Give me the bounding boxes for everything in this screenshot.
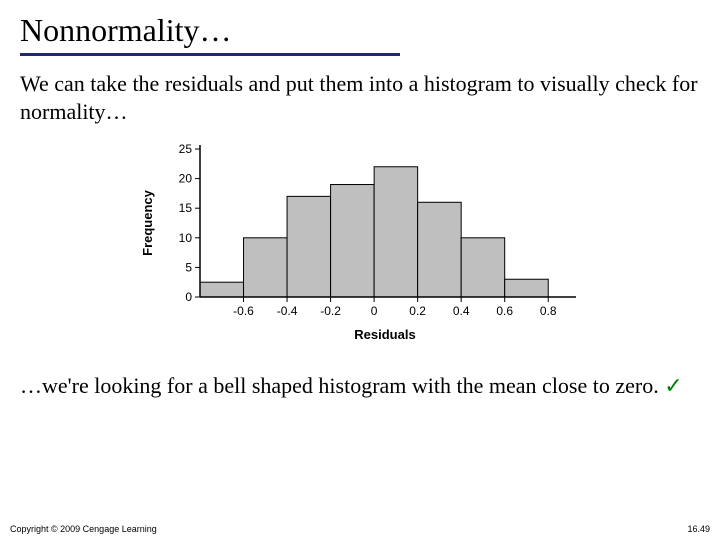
svg-text:25: 25 bbox=[179, 142, 193, 156]
svg-text:0.2: 0.2 bbox=[409, 304, 426, 318]
svg-text:0: 0 bbox=[185, 290, 192, 304]
svg-text:Frequency: Frequency bbox=[140, 189, 155, 256]
paragraph-intro: We can take the residuals and put them i… bbox=[20, 70, 700, 125]
copyright-text: Copyright © 2009 Cengage Learning bbox=[10, 524, 157, 534]
footer: Copyright © 2009 Cengage Learning 16.49 bbox=[10, 524, 710, 534]
histogram-svg: 0 5 10 15 20 25 -0.6 -0.4 -0.2 0 0.2 0.4 0.6 0.8 Resid… bbox=[130, 137, 590, 357]
chart-container: 0 5 10 15 20 25 -0.6 -0.4 -0.2 0 0.2 0.4 0.6 0.8 Resid… bbox=[20, 137, 700, 362]
svg-text:0.8: 0.8 bbox=[540, 304, 557, 318]
svg-text:-0.4: -0.4 bbox=[277, 304, 298, 318]
slide-title: Nonnormality… bbox=[20, 12, 700, 49]
svg-text:0: 0 bbox=[371, 304, 378, 318]
svg-text:10: 10 bbox=[179, 231, 193, 245]
slide: Nonnormality… We can take the residuals … bbox=[0, 0, 720, 540]
svg-text:20: 20 bbox=[179, 172, 193, 186]
slide-number: 16.49 bbox=[687, 524, 710, 534]
conclusion-text: …we're looking for a bell shaped histogr… bbox=[20, 373, 664, 398]
paragraph-conclusion: …we're looking for a bell shaped histogr… bbox=[20, 372, 700, 400]
check-icon: ✓ bbox=[664, 373, 682, 398]
svg-text:0.4: 0.4 bbox=[453, 304, 470, 318]
svg-text:5: 5 bbox=[185, 260, 192, 274]
svg-text:-0.2: -0.2 bbox=[320, 304, 341, 318]
svg-text:0.6: 0.6 bbox=[496, 304, 513, 318]
svg-text:Residuals: Residuals bbox=[354, 327, 415, 342]
title-underline bbox=[20, 53, 400, 56]
residuals-histogram: 0 5 10 15 20 25 -0.6 -0.4 -0.2 0 0.2 0.4 0.6 0.8 Resid… bbox=[130, 137, 590, 362]
svg-text:-0.6: -0.6 bbox=[233, 304, 254, 318]
svg-text:15: 15 bbox=[179, 201, 193, 215]
